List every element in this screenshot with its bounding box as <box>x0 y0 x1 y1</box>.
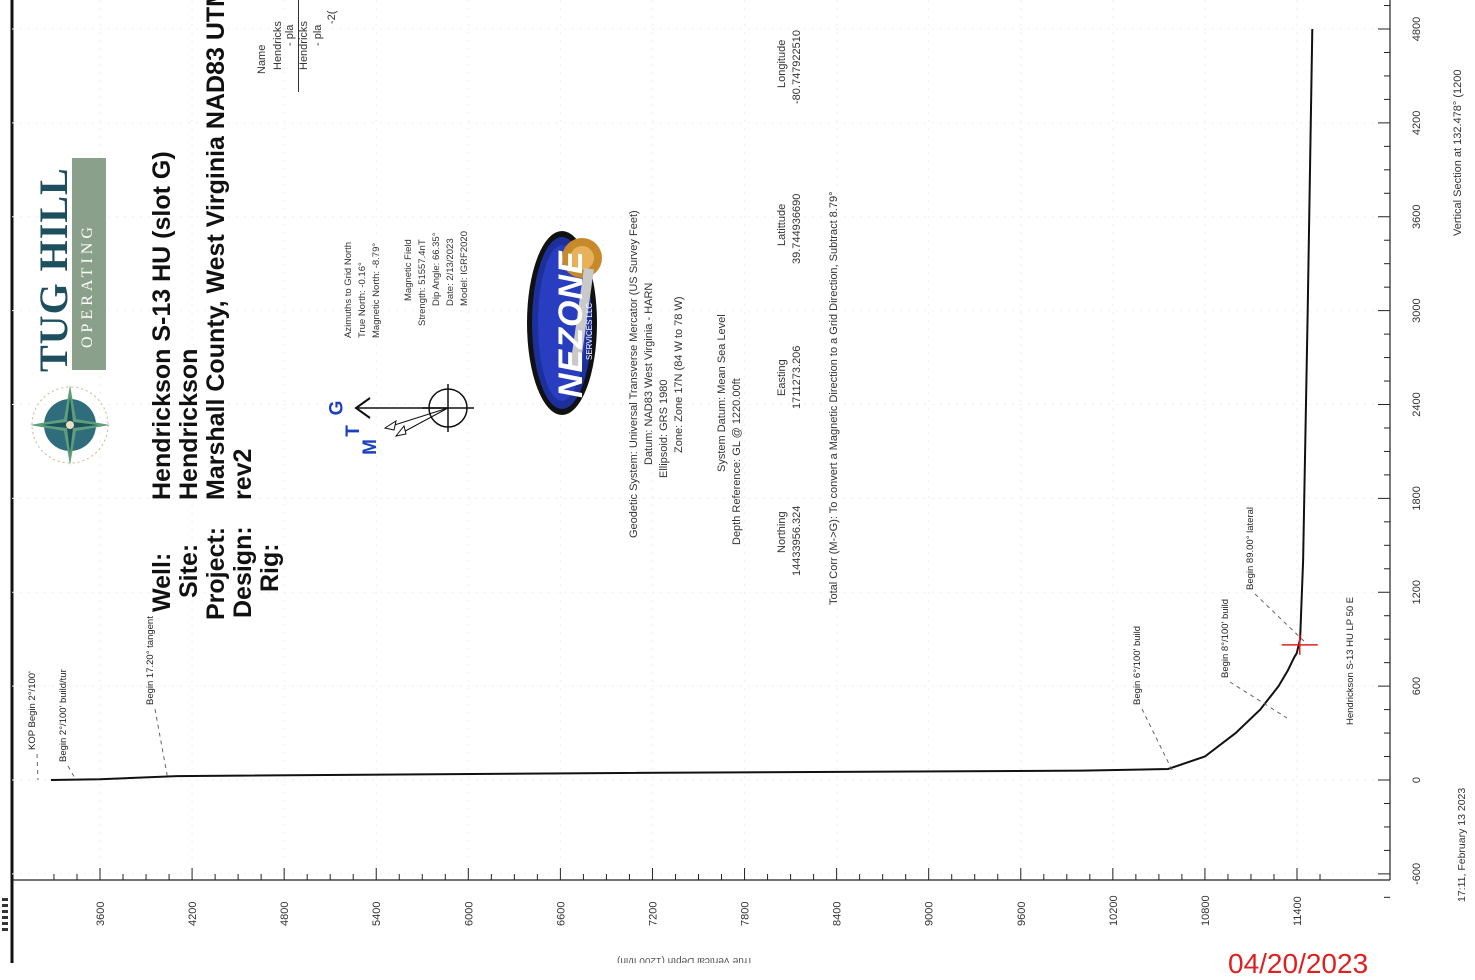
annotation-label: Begin 89.00° lateral <box>1245 507 1256 590</box>
design-name: rev2 <box>229 448 257 500</box>
north-arrow-icon <box>354 384 474 437</box>
annotation-leader <box>1229 681 1288 719</box>
vs-tick-label: 2400 <box>1411 392 1423 416</box>
geodetic-datum: Datum: NAD83 West Virginia - HARN <box>643 282 655 465</box>
binding-hole <box>2 910 8 913</box>
vs-tick-label: 600 <box>1411 677 1423 695</box>
magnetic-line-3: Dip Angle: 66.35° <box>431 232 442 306</box>
tvd-tick-label: 4200 <box>187 902 199 926</box>
vs-tick-label: 0 <box>1411 777 1423 783</box>
name-table-divider <box>298 0 299 92</box>
label-site: Site: <box>175 543 203 598</box>
name-table-row: - pla <box>312 24 324 46</box>
annotation-label: Begin 2°/100' build/tur <box>58 669 69 762</box>
latitude-value: 39.744936690 <box>791 193 803 264</box>
company-logo-title: TUG HILL <box>31 167 76 372</box>
vendor-logo-subtext: SERVICES LLC <box>585 302 594 360</box>
company-logo <box>20 150 130 480</box>
geodetic-ellipsoid: Ellipsoid: GRS 1980 <box>658 379 670 478</box>
azimuths-line-3: Magnetic North: -8.79° <box>371 242 382 338</box>
tvd-tick-label: 9000 <box>924 902 936 926</box>
tvd-tick-label: 11400 <box>1292 896 1304 926</box>
binding-hole <box>2 898 8 901</box>
tvd-tick-label: 6600 <box>555 902 567 926</box>
binding-hole <box>2 904 8 907</box>
depth-reference: Depth Reference: GL @ 1220.00ft <box>731 378 743 545</box>
tvd-tick-label: 9600 <box>1016 902 1028 926</box>
annotation-label: Hendrickson S-13 HU LP 50 E <box>1345 597 1356 725</box>
easting-header: Easting <box>776 359 788 396</box>
annotation-label: Begin 6°/100' build <box>1132 626 1143 705</box>
vs-tick-label: 1800 <box>1411 486 1423 510</box>
annotation-label: Begin 17.20° tangent <box>145 616 156 705</box>
longitude-value: -80.747922510 <box>791 29 803 104</box>
annotation-leader <box>36 753 39 781</box>
name-table-header: Name <box>256 44 268 74</box>
tvd-tick-label: 10200 <box>1108 895 1120 926</box>
geodetic-zone: Zone: Zone 17N (84 W to 78 W) <box>673 296 685 453</box>
north-arrow-g-label: G <box>326 400 348 416</box>
company-logo-subtitle: OPERATING <box>79 223 96 348</box>
north-arrow-t-label: T <box>342 425 364 437</box>
name-table-row: Hendricks <box>272 21 284 70</box>
tvd-tick-label: 6000 <box>463 902 475 926</box>
site-name: Hendrickson <box>175 348 203 500</box>
project-name: Marshall County, West Virginia NAD83 UTM <box>202 0 230 500</box>
tvd-tick-label: 7800 <box>740 902 752 926</box>
magnetic-line-4: Date: 2/13/2023 <box>445 238 456 306</box>
tvd-axis-title: True Vertical Depth (1200 ft/in) <box>617 955 753 963</box>
magnetic-line-5: Model: IGRF2020 <box>459 231 470 306</box>
tvd-tick-label: 7200 <box>647 902 659 926</box>
annotation-leader <box>1141 708 1173 771</box>
name-table-row: -2( <box>326 10 338 24</box>
handwritten-date: 04/20/2023 <box>1228 948 1369 979</box>
binding-hole <box>2 928 8 931</box>
tvd-tick-label: 10800 <box>1200 895 1212 926</box>
vs-tick-label: -600 <box>1411 863 1423 885</box>
tvd-tick-label: 4800 <box>279 902 291 926</box>
label-design: Design: <box>229 526 257 618</box>
azimuths-line-2: True North: -0.16° <box>357 262 368 338</box>
name-table-row: - pla <box>284 24 296 46</box>
magnetic-line-2: Strength: 51557.4nT <box>417 239 428 326</box>
annotation-label: KOP Begin 2°/100' <box>27 671 38 750</box>
label-rig: Rig: <box>256 543 284 592</box>
correction-note: Total Corr (M->G): To convert a Magnetic… <box>828 191 840 606</box>
vs-tick-label: 3000 <box>1411 298 1423 322</box>
tvd-tick-label: 3600 <box>95 902 107 926</box>
easting-value: 1711273.206 <box>791 345 803 409</box>
vs-tick-label: 3600 <box>1411 205 1423 229</box>
binding-hole <box>2 916 8 919</box>
magnetic-line-1: Magnetic Field <box>403 239 414 301</box>
vs-tick-label: 1200 <box>1411 580 1423 604</box>
annotation-leader <box>154 708 169 781</box>
vs-axis-title: Vertical Section at 132.478° (1200 <box>1452 70 1464 236</box>
vendor-logo-icon <box>527 231 602 415</box>
company-logo-band: OPERATING <box>72 158 106 370</box>
vendor-logo <box>522 228 610 418</box>
latitude-header: Latittude <box>776 203 788 246</box>
geodetic-system: Geodetic System: Universal Transverse Me… <box>628 210 640 538</box>
azimuths-line-1: Azimuths to Grid North <box>343 241 354 338</box>
vs-tick-label: 4200 <box>1411 111 1423 135</box>
timestamp: 17:11, February 13 2023 <box>1456 787 1468 902</box>
compass-logo-icon <box>30 385 110 465</box>
tvd-tick-label: 5400 <box>371 902 383 926</box>
label-well: Well: <box>148 552 176 612</box>
tvd-tick-label: 8400 <box>832 902 844 926</box>
annotation-label: Begin 8°/100' build <box>1220 599 1231 678</box>
northing-header: Northing <box>776 511 788 553</box>
longitude-header: Longitude <box>776 39 788 88</box>
name-table-row: Hendricks <box>298 21 310 70</box>
vs-tick-label: 4800 <box>1411 17 1423 41</box>
label-project: Project: <box>202 526 230 620</box>
north-arrow-m-label: M <box>359 439 381 455</box>
binding-hole <box>2 922 8 925</box>
well-name: Hendrickson S-13 HU (slot G) <box>148 151 176 500</box>
northing-value: 14433956.324 <box>791 505 803 576</box>
system-datum: System Datum: Mean Sea Level <box>716 314 728 472</box>
annotation-leader <box>67 765 77 781</box>
